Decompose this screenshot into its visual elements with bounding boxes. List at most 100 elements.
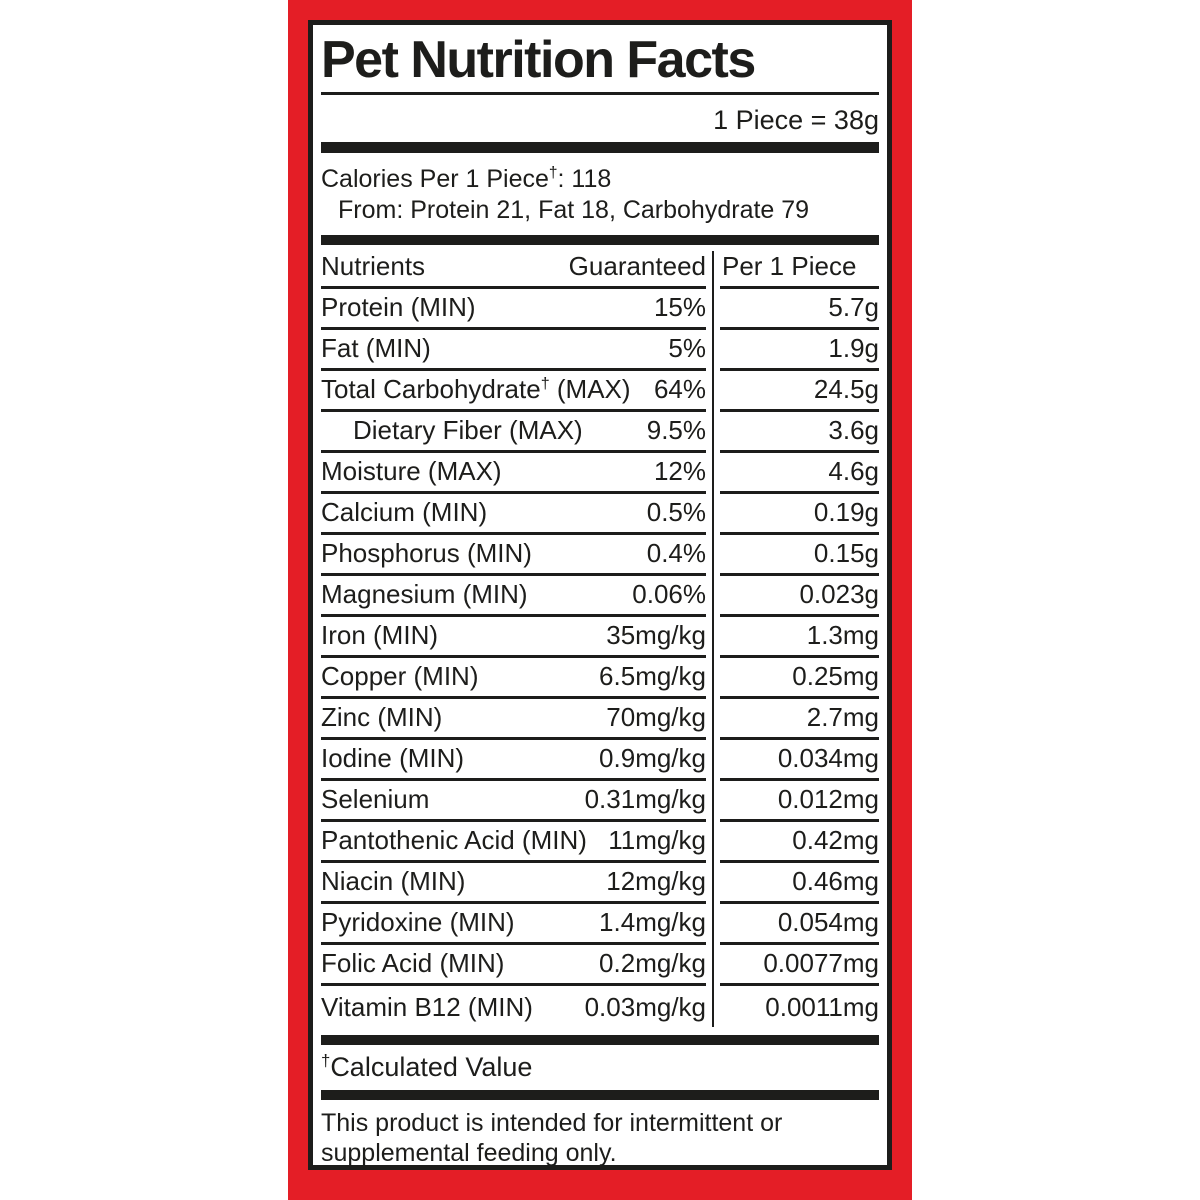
dagger-symbol: † [540, 374, 550, 393]
nutrient-row: Iodine (MIN) 0.9mg/kg 0.034mg [321, 740, 879, 782]
per-piece-value: 0.15g [813, 538, 879, 569]
guaranteed-value: 5% [668, 333, 706, 364]
nutrient-name: Iodine (MIN) [321, 743, 465, 774]
nutrient-row-left: Total Carbohydrate† (MAX) 64% [321, 371, 706, 413]
nutrient-row-left: Zinc (MIN) 70mg/kg [321, 699, 706, 741]
nutrient-row: Fat (MIN) 5% 1.9g [321, 330, 879, 372]
per-piece-value: 0.19g [813, 497, 879, 528]
calories-block: Calories Per 1 Piece†: 118 From: Protein… [321, 164, 879, 225]
nutrient-row: Phosphorus (MIN) 0.4% 0.15g [321, 535, 879, 577]
nutrient-name: Copper (MIN) [321, 661, 479, 692]
header-guaranteed: Guaranteed [568, 251, 706, 282]
calories-from-line: From: Protein 21, Fat 18, Carbohydrate 7… [338, 195, 810, 224]
nutrient-row-right: 1.9g [720, 330, 879, 372]
nutrient-row: Vitamin B12 (MIN) 0.03mg/kg 0.0011mg [321, 986, 879, 1027]
nutrient-row: Selenium 0.31mg/kg 0.012mg [321, 781, 879, 823]
nutrient-row-left: Pantothenic Acid (MIN) 11mg/kg [321, 822, 706, 864]
nutrient-row-left: Magnesium (MIN) 0.06% [321, 576, 706, 618]
nutrient-row-right: 0.012mg [720, 781, 879, 823]
nutrient-row-right: 0.15g [720, 535, 879, 577]
nutrient-row: Calcium (MIN) 0.5% 0.19g [321, 494, 879, 536]
per-piece-value: 0.034mg [777, 743, 879, 774]
nutrient-row: Zinc (MIN) 70mg/kg 2.7mg [321, 699, 879, 741]
guaranteed-value: 12mg/kg [606, 866, 706, 897]
nutrient-row-right: 24.5g [720, 371, 879, 413]
nutrient-row-right: 0.054mg [720, 904, 879, 946]
header-nutrients: Nutrients [321, 251, 426, 282]
nutrient-row-left: Folic Acid (MIN) 0.2mg/kg [321, 945, 706, 987]
nutrient-row-left: Fat (MIN) 5% [321, 330, 706, 372]
per-piece-value: 24.5g [813, 374, 879, 405]
nutrient-row-left: Iron (MIN) 35mg/kg [321, 617, 706, 659]
nutrient-name: Dietary Fiber (MAX) [353, 415, 583, 446]
nutrient-row: Niacin (MIN) 12mg/kg 0.46mg [321, 863, 879, 905]
nutrient-row-right: 0.25mg [720, 658, 879, 700]
nutrient-row: Pantothenic Acid (MIN) 11mg/kg 0.42mg [321, 822, 879, 864]
separator-bar-4 [321, 1089, 879, 1100]
nutrient-row-left: Niacin (MIN) 12mg/kg [321, 863, 706, 905]
nutrient-name: Total Carbohydrate† (MAX) [321, 374, 631, 405]
guaranteed-value: 0.03mg/kg [584, 992, 706, 1023]
dagger-symbol: † [548, 164, 558, 182]
separator-bar-1 [321, 142, 879, 154]
nutrient-row: Magnesium (MIN) 0.06% 0.023g [321, 576, 879, 618]
nutrient-row: Moisture (MAX) 12% 4.6g [321, 453, 879, 495]
per-piece-value: 0.023g [799, 579, 879, 610]
per-piece-value: 0.054mg [777, 907, 879, 938]
guaranteed-value: 12% [653, 456, 706, 487]
nutrient-row-left: Moisture (MAX) 12% [321, 453, 706, 495]
calories-prefix: Calories Per 1 Piece [321, 165, 549, 194]
per-piece-value: 2.7mg [806, 702, 879, 733]
guaranteed-value: 35mg/kg [606, 620, 706, 651]
per-piece-value: 3.6g [828, 415, 879, 446]
table-header-row: Nutrients Guaranteed Per 1 Piece [321, 247, 879, 290]
nutrient-row-right: 4.6g [720, 453, 879, 495]
guaranteed-value: 6.5mg/kg [599, 661, 706, 692]
nutrient-name: Protein (MIN) [321, 292, 476, 323]
nutrient-row-right: 0.46mg [720, 863, 879, 905]
nutrient-row-left: Vitamin B12 (MIN) 0.03mg/kg [321, 986, 706, 1027]
nutrient-name: Pyridoxine (MIN) [321, 907, 515, 938]
nutrient-name: Iron (MIN) [321, 620, 438, 651]
nutrient-name: Fat (MIN) [321, 333, 431, 364]
guaranteed-value: 0.4% [646, 538, 706, 569]
per-piece-value: 0.012mg [777, 784, 879, 815]
nutrient-name: Niacin (MIN) [321, 866, 466, 897]
nutrient-row-right: 2.7mg [720, 699, 879, 741]
guaranteed-value: 9.5% [646, 415, 706, 446]
nutrient-row-left: Dietary Fiber (MAX) 9.5% [321, 412, 706, 454]
per-piece-value: 1.9g [828, 333, 879, 364]
calculated-value-note: †Calculated Value [321, 1051, 879, 1083]
nutrients-table: Nutrients Guaranteed Per 1 Piece Protein… [321, 247, 879, 1028]
nutrition-label: Pet Nutrition Facts 1 Piece = 38g Calori… [308, 20, 892, 1170]
nutrients-table-body: Protein (MIN) 15% 5.7g Fat (MIN) 5% 1.9g… [321, 289, 879, 1027]
column-divider-line [712, 251, 714, 1028]
nutrient-row-right: 3.6g [720, 412, 879, 454]
nutrient-row: Dietary Fiber (MAX) 9.5% 3.6g [321, 412, 879, 454]
guaranteed-value: 0.9mg/kg [599, 743, 706, 774]
nutrient-name: Phosphorus (MIN) [321, 538, 532, 569]
nutrient-row-left: Selenium 0.31mg/kg [321, 781, 706, 823]
nutrient-row: Pyridoxine (MIN) 1.4mg/kg 0.054mg [321, 904, 879, 946]
per-piece-value: 0.25mg [792, 661, 879, 692]
nutrient-row: Protein (MIN) 15% 5.7g [321, 289, 879, 331]
serving-size-text: 1 Piece = 38g [713, 104, 879, 135]
nutrient-name: Vitamin B12 (MIN) [321, 992, 533, 1023]
guaranteed-value: 11mg/kg [608, 825, 706, 856]
table-header-right: Per 1 Piece [720, 247, 879, 290]
nutrient-name: Selenium [321, 784, 430, 815]
guaranteed-value: 15% [653, 292, 706, 323]
per-piece-value: 4.6g [828, 456, 879, 487]
calories-line: Calories Per 1 Piece†: 118 [321, 164, 879, 195]
nutrient-name: Moisture (MAX) [321, 456, 502, 487]
separator-bar-3 [321, 1035, 879, 1046]
nutrient-row-right: 5.7g [720, 289, 879, 331]
nutrient-row-left: Calcium (MIN) 0.5% [321, 494, 706, 536]
nutrient-row: Total Carbohydrate† (MAX) 64% 24.5g [321, 371, 879, 413]
nutrient-row-right: 0.0077mg [720, 945, 879, 987]
per-piece-value: 0.0011mg [765, 992, 879, 1023]
nutrient-row-right: 0.023g [720, 576, 879, 618]
guaranteed-value: 0.06% [632, 579, 706, 610]
guaranteed-value: 0.2mg/kg [599, 948, 706, 979]
